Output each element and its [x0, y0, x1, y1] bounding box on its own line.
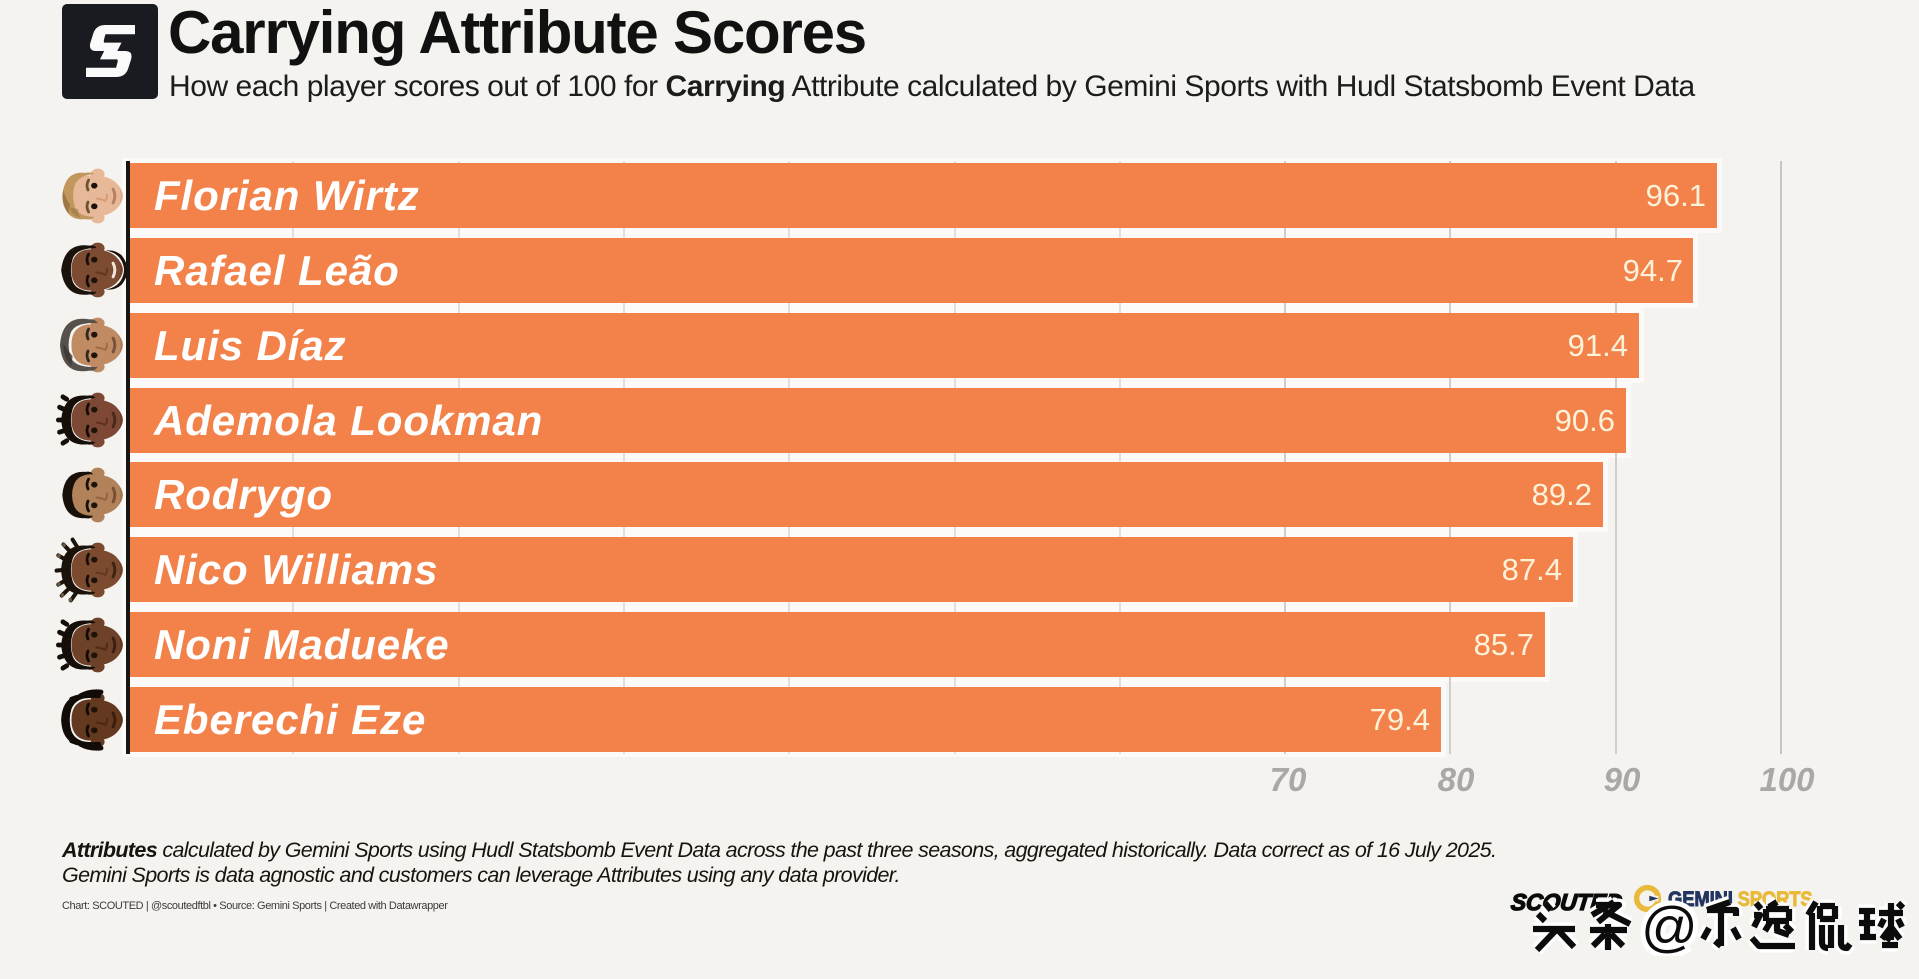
svg-text:@: @ [1641, 896, 1698, 956]
